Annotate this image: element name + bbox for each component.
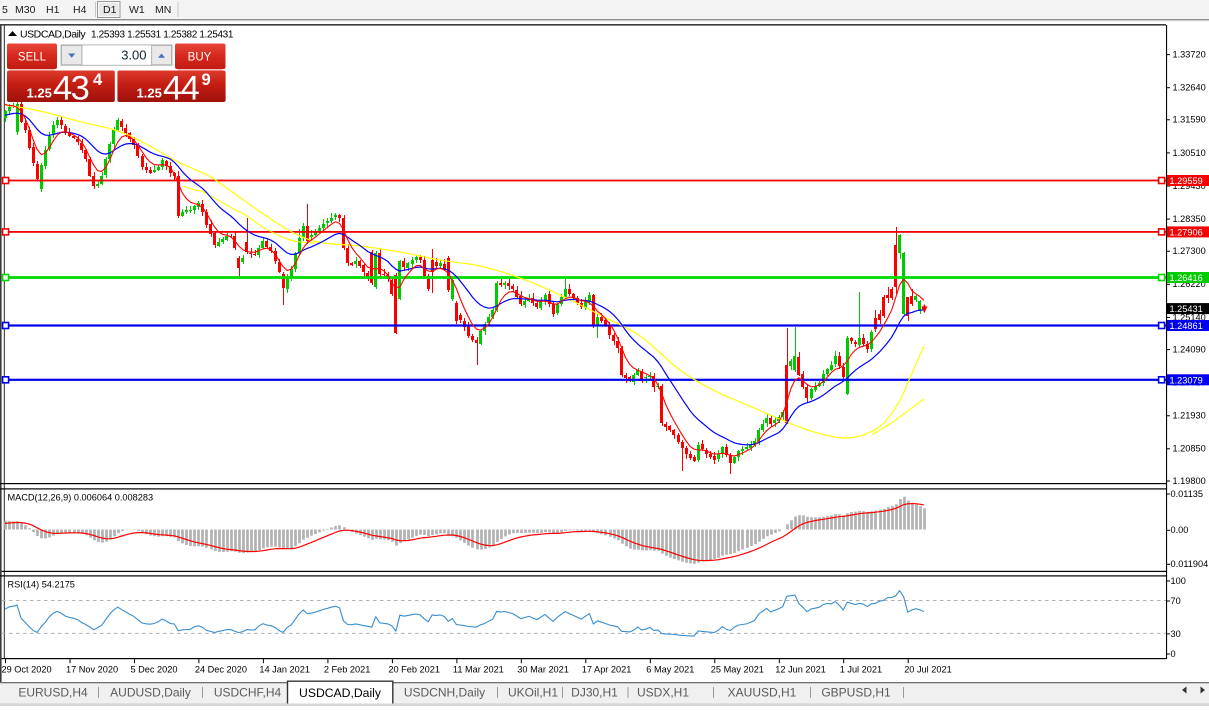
svg-text:1.19800: 1.19800 — [1173, 476, 1206, 486]
svg-text:1.25431: 1.25431 — [1170, 304, 1203, 314]
svg-text:11 Mar 2021: 11 Mar 2021 — [453, 665, 504, 675]
svg-text:9: 9 — [202, 71, 211, 89]
svg-text:MACD(12,26,9) 0.006064 0.00828: MACD(12,26,9) 0.006064 0.008283 — [8, 493, 154, 503]
svg-text:1.31590: 1.31590 — [1173, 115, 1206, 125]
svg-text:1.33720: 1.33720 — [1173, 50, 1206, 60]
svg-text:6 May 2021: 6 May 2021 — [646, 665, 694, 675]
svg-text:1.25393 1.25531 1.25382 1.2543: 1.25393 1.25531 1.25382 1.25431 — [91, 30, 234, 41]
svg-text:BUY: BUY — [188, 52, 212, 64]
svg-text:5: 5 — [2, 4, 8, 16]
svg-text:MN: MN — [155, 4, 171, 16]
svg-text:17 Apr 2021: 17 Apr 2021 — [582, 665, 632, 675]
svg-text:H1: H1 — [46, 4, 60, 16]
svg-text:DJ30,H1: DJ30,H1 — [571, 686, 618, 700]
svg-text:17 Nov 2020: 17 Nov 2020 — [66, 665, 118, 675]
svg-text:AUDUSD,Daily: AUDUSD,Daily — [110, 686, 191, 700]
svg-text:30 Mar 2021: 30 Mar 2021 — [517, 665, 569, 675]
svg-text:24 Dec 2020: 24 Dec 2020 — [195, 665, 247, 675]
svg-text:1.24861: 1.24861 — [1170, 321, 1203, 331]
svg-text:EURUSD,H4: EURUSD,H4 — [18, 686, 88, 700]
svg-text:0.00: 0.00 — [1171, 525, 1189, 535]
svg-text:1.26416: 1.26416 — [1170, 273, 1203, 283]
svg-text:XAUUSD,H1: XAUUSD,H1 — [728, 686, 797, 700]
svg-text:0.01135: 0.01135 — [1171, 489, 1204, 499]
svg-text:1.27300: 1.27300 — [1173, 246, 1206, 256]
svg-text:1.30510: 1.30510 — [1173, 148, 1206, 158]
svg-text:1.27906: 1.27906 — [1170, 228, 1203, 238]
svg-text:1.26220: 1.26220 — [1173, 279, 1206, 289]
svg-text:44: 44 — [163, 70, 200, 108]
svg-text:100: 100 — [1171, 576, 1186, 586]
svg-text:3.00: 3.00 — [121, 48, 146, 63]
svg-text:USDCAD,Daily: USDCAD,Daily — [299, 686, 382, 700]
svg-text:14 Jan 2021: 14 Jan 2021 — [259, 665, 310, 675]
svg-text:1 Jul 2021: 1 Jul 2021 — [840, 665, 882, 675]
svg-text:1.24090: 1.24090 — [1173, 345, 1206, 355]
svg-text:USDCHF,H4: USDCHF,H4 — [214, 686, 282, 700]
svg-text:1.32640: 1.32640 — [1173, 83, 1206, 93]
svg-text:H4: H4 — [73, 4, 87, 16]
svg-text:SELL: SELL — [18, 52, 47, 64]
svg-text:0: 0 — [1171, 649, 1176, 659]
svg-text:USDCAD,Daily: USDCAD,Daily — [20, 29, 86, 41]
svg-text:30: 30 — [1171, 629, 1181, 639]
svg-text:25 May 2021: 25 May 2021 — [711, 665, 764, 675]
svg-text:1.23079: 1.23079 — [1170, 375, 1203, 385]
svg-text:70: 70 — [1171, 596, 1181, 606]
svg-text:5 Dec 2020: 5 Dec 2020 — [131, 665, 178, 675]
svg-text:12 Jun 2021: 12 Jun 2021 — [775, 665, 826, 675]
svg-text:20 Feb 2021: 20 Feb 2021 — [388, 665, 440, 675]
svg-text:-0.011904: -0.011904 — [1168, 559, 1209, 569]
svg-text:1.28350: 1.28350 — [1173, 214, 1206, 224]
svg-text:M30: M30 — [15, 4, 36, 16]
svg-text:2 Feb 2021: 2 Feb 2021 — [324, 665, 371, 675]
svg-text:UKOil,H1: UKOil,H1 — [508, 686, 558, 700]
svg-text:1.29559: 1.29559 — [1170, 176, 1203, 186]
svg-text:20 Jul 2021: 20 Jul 2021 — [904, 665, 952, 675]
svg-text:1.21930: 1.21930 — [1173, 411, 1206, 421]
svg-text:RSI(14) 54.2175: RSI(14) 54.2175 — [8, 580, 75, 590]
svg-text:W1: W1 — [129, 4, 145, 16]
svg-text:USDX,H1: USDX,H1 — [637, 686, 689, 700]
svg-text:4: 4 — [93, 71, 103, 89]
svg-text:43: 43 — [53, 70, 89, 108]
svg-text:GBPUSD,H1: GBPUSD,H1 — [821, 686, 891, 700]
svg-text:1.25140: 1.25140 — [1173, 312, 1206, 322]
svg-text:1.25: 1.25 — [137, 86, 162, 101]
svg-text:1.20850: 1.20850 — [1173, 444, 1206, 454]
svg-text:29 Oct 2020: 29 Oct 2020 — [2, 665, 52, 675]
svg-text:USDCNH,Daily: USDCNH,Daily — [404, 686, 485, 700]
svg-text:D1: D1 — [103, 4, 117, 16]
svg-text:1.25: 1.25 — [27, 86, 52, 101]
